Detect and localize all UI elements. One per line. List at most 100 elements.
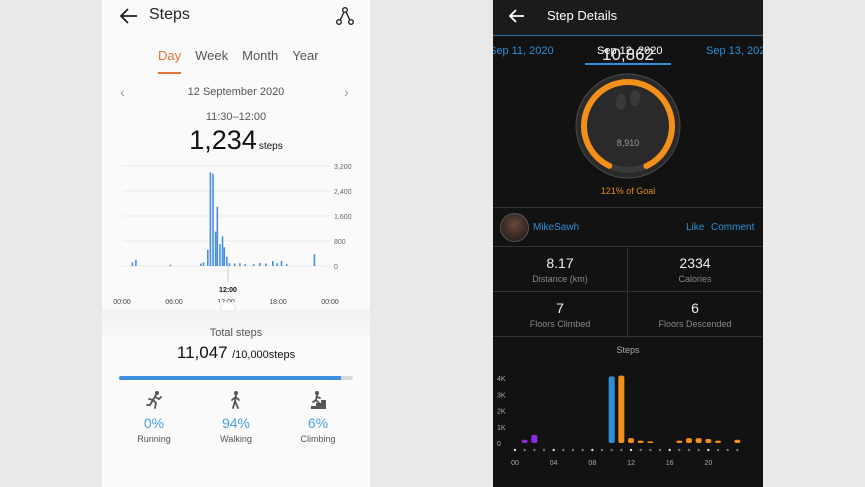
chart-bar [207, 249, 209, 266]
chart-bar [637, 440, 644, 443]
chart-bar [618, 375, 625, 443]
chart-bar [705, 438, 712, 443]
y-tick-label: 3K [497, 392, 506, 399]
totals-panel: Total steps 11,047 /10,000steps 0% Runni… [102, 310, 370, 487]
y-tick-label: 1,600 [334, 214, 352, 221]
tab-week[interactable]: Week [195, 48, 229, 63]
chart-bar [628, 438, 634, 443]
hour-dot [639, 448, 642, 452]
chevron-left-icon[interactable]: ‹ [120, 84, 125, 100]
footprint-icon [616, 90, 640, 110]
hour-dot [610, 448, 613, 452]
hour-dot [658, 448, 662, 452]
y-tick-label: 0 [497, 441, 501, 448]
stat-calories-value: 2334 [679, 255, 711, 271]
x-tick-label: 00:00 [321, 299, 339, 306]
hour-dot [687, 448, 691, 452]
total-steps-value: 11,047 [176, 343, 228, 362]
stat-distance-label: Distance (km) [532, 274, 588, 284]
total-steps: 11,047 /10,000steps [102, 343, 370, 363]
chart-bar [695, 438, 702, 443]
date-current[interactable]: Sep 12, 2020 [597, 45, 663, 57]
chart-bar [228, 263, 231, 266]
like-link[interactable]: Like [686, 222, 705, 233]
chart-bar [608, 376, 615, 443]
walking-pct: 94% [221, 415, 251, 431]
period-tabs: Day Week Month Year [158, 48, 319, 74]
activity-climbing[interactable]: 6% Climbing [278, 388, 358, 444]
chart-bar [216, 206, 219, 266]
chart-bar [223, 247, 226, 266]
chevron-right-icon[interactable]: › [344, 84, 349, 100]
chart-bar [239, 263, 241, 266]
tab-day[interactable]: Day [158, 48, 182, 74]
chart-bar [647, 441, 654, 443]
climbing-pct: 6% [307, 415, 329, 431]
steps-chart-title: Steps [616, 345, 640, 355]
x-tick-label: 00 [511, 460, 519, 467]
tab-year[interactable]: Year [292, 48, 319, 63]
total-steps-value: 10,862 [602, 45, 654, 64]
chart-bar [244, 264, 246, 266]
selected-date: 12 September 2020 [187, 86, 285, 98]
avatar[interactable] [500, 213, 529, 242]
step-goal-arc [581, 79, 675, 173]
chart-bar [265, 263, 267, 266]
date-prev[interactable]: Sep 11, 2020 [493, 45, 554, 57]
activity-running[interactable]: 0% Running [114, 388, 194, 444]
hour-dot [649, 448, 652, 452]
chart-bar [686, 438, 692, 443]
chart-bar [221, 236, 224, 266]
activity-walking[interactable]: 94% Walking [196, 388, 276, 444]
stats-grid: 8.17 Distance (km) 2334 Calories 7 Floor… [493, 248, 763, 338]
hour-dot [668, 448, 671, 452]
y-tick-label: 4K [497, 376, 506, 383]
chart-bar [272, 261, 274, 266]
goal-percent: 121% of Goal [600, 186, 656, 196]
total-steps-goal: /10,000steps [232, 349, 296, 361]
stat-floors-descended-value: 6 [691, 300, 699, 316]
page-title: Steps [149, 6, 190, 23]
stat-calories: 2334 Calories [628, 248, 762, 292]
hour-dot [716, 448, 720, 452]
chart-bar [285, 264, 288, 266]
back-arrow-icon[interactable] [118, 5, 140, 27]
date-carousel: Sep 11, 2020 Sep 12, 2020 Sep 13, 2020 [493, 37, 763, 67]
username-link[interactable]: MikeSawh [533, 222, 580, 233]
hour-dot [620, 448, 623, 452]
total-steps-label: Total steps [209, 327, 263, 339]
goal-progress-bar [119, 376, 353, 380]
stat-floors-climbed-value: 7 [556, 300, 564, 316]
goal-progress-fill [119, 376, 342, 380]
walking-label: Walking [220, 434, 252, 444]
chart-bar [276, 263, 278, 266]
hour-dot [542, 448, 546, 452]
selected-time-range: 11:30–12:00 [205, 111, 267, 123]
x-tick-label: 12 [627, 460, 635, 467]
date-next[interactable]: Sep 13, 2020 [706, 45, 763, 57]
share-route-icon[interactable] [334, 5, 356, 27]
hour-dot [571, 448, 575, 452]
y-tick-label: 1K [497, 425, 506, 432]
stats-divider [627, 248, 628, 338]
hour-dot [513, 448, 517, 452]
app-header: Steps [102, 0, 370, 32]
hourly-steps-chart[interactable]: 3,200 2,400 1,600 800 0 00:00 06:00 12:00 18:00 0… [102, 160, 370, 310]
climbing-label: Climbing [300, 434, 336, 444]
time-scrubber-handle[interactable] [219, 301, 237, 310]
x-tick-label: 20 [704, 460, 712, 467]
hour-dot [591, 448, 594, 452]
tab-month[interactable]: Month [242, 48, 279, 63]
chart-bar [202, 262, 205, 266]
chart-bar [226, 256, 228, 266]
x-tick-label: 18:00 [269, 299, 287, 306]
x-tick-label: 08 [588, 460, 596, 467]
chart-bar [313, 254, 316, 266]
stat-calories-label: Calories [678, 274, 712, 284]
chart-bar [734, 439, 741, 443]
back-arrow-icon[interactable] [507, 6, 527, 26]
comment-link[interactable]: Comment [711, 222, 755, 233]
y-tick-label: 3,200 [334, 164, 352, 171]
